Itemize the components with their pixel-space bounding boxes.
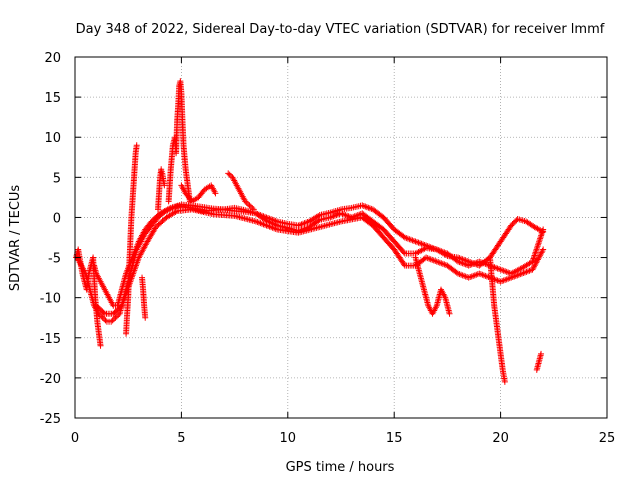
data-point: [246, 202, 253, 209]
data-point: [400, 261, 407, 268]
series-spike-5: [178, 182, 219, 205]
data-point: [133, 142, 140, 149]
y-tick-label: -20: [40, 372, 61, 387]
data-point: [509, 221, 516, 228]
plot-frame: [74, 56, 608, 419]
data-points: [73, 78, 547, 385]
data-point: [249, 205, 256, 212]
series-late-drop-3: [533, 350, 545, 373]
data-point: [226, 171, 233, 178]
data-point: [540, 228, 547, 235]
series-spike-1: [123, 142, 140, 337]
data-point: [508, 222, 515, 229]
series-upper-band: [91, 201, 547, 309]
series-early-scatter: [73, 246, 104, 349]
data-point: [225, 170, 232, 177]
y-tick-label: 15: [44, 91, 61, 106]
y-axis-label: SDTVAR / TECUs: [8, 185, 23, 292]
data-point: [538, 228, 545, 235]
data-point: [510, 219, 517, 226]
data-point: [112, 314, 119, 321]
series-spike-3: [154, 166, 168, 213]
x-tick-label: 0: [71, 431, 79, 446]
series-late-drop-1: [412, 254, 453, 317]
series-spike-6: [225, 170, 257, 213]
y-tick-label: 5: [53, 171, 61, 186]
y-tick-label: -15: [40, 332, 61, 347]
data-point: [98, 313, 105, 320]
data-point: [538, 350, 545, 357]
x-tick-label: 25: [599, 431, 616, 446]
chart-title: Day 348 of 2022, Sidereal Day-to-day VTE…: [76, 22, 605, 37]
y-tick-label: -25: [40, 412, 61, 427]
data-point: [400, 249, 407, 256]
y-tick-label: 20: [44, 51, 61, 66]
data-point: [512, 218, 519, 225]
data-point: [99, 314, 106, 321]
data-point: [243, 199, 250, 206]
data-point: [245, 201, 252, 208]
data-point: [139, 274, 146, 281]
data-point: [539, 247, 546, 254]
data-point: [100, 309, 107, 316]
y-tick-label: 10: [44, 131, 61, 146]
x-tick-label: 20: [492, 431, 509, 446]
x-tick-label: 5: [177, 431, 185, 446]
data-point: [111, 316, 118, 323]
x-tick-label: 15: [386, 431, 403, 446]
data-point: [501, 378, 508, 385]
data-point: [540, 246, 547, 253]
ticks: 0 5 10 15 20 25 -25 -20 -15 -10 -5 0 5 10 15 20: [40, 51, 616, 446]
data-point: [113, 313, 120, 320]
data-point: [446, 310, 453, 317]
data-point: [101, 316, 108, 323]
y-tick-label: -5: [48, 252, 61, 267]
data-point: [250, 206, 257, 213]
x-axis-label: GPS time / hours: [286, 460, 395, 475]
data-point: [108, 318, 115, 325]
data-point: [109, 317, 116, 324]
x-tick-label: 10: [280, 431, 297, 446]
y-tick-label: -10: [40, 292, 61, 307]
data-point: [247, 203, 254, 210]
series-late-drop-2: [486, 254, 508, 385]
data-point: [161, 182, 168, 189]
data-point: [97, 342, 104, 349]
data-point: [242, 198, 249, 205]
data-point: [212, 190, 219, 197]
data-point: [102, 317, 109, 324]
y-tick-label: 0: [53, 211, 61, 226]
series-spike-2: [139, 274, 149, 321]
series-spike-4: [165, 78, 193, 205]
